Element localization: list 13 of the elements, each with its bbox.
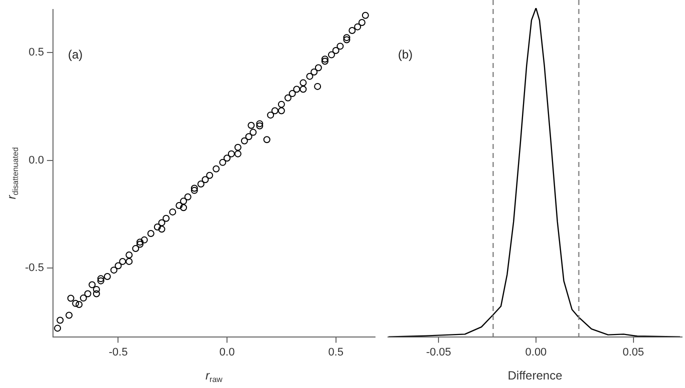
annotation: (b) <box>398 47 413 62</box>
y-tick-label: 0.5 <box>28 46 44 59</box>
y-tick-label: 0.0 <box>28 154 44 166</box>
x-tick-label: -0.5 <box>108 346 128 358</box>
x-tick-label: 0.00 <box>525 346 547 358</box>
x-axis-title: Difference <box>508 368 563 382</box>
x-tick-label: 0.0 <box>219 346 235 358</box>
y-axis-title: rdisattenuated <box>4 147 20 200</box>
x-tick-label: 0.05 <box>622 346 644 358</box>
annotation: (a) <box>68 47 83 62</box>
y-tick-label: -0.5 <box>24 262 44 274</box>
x-tick-label: -0.05 <box>426 346 452 358</box>
x-tick-label: 0.5 <box>328 346 344 358</box>
